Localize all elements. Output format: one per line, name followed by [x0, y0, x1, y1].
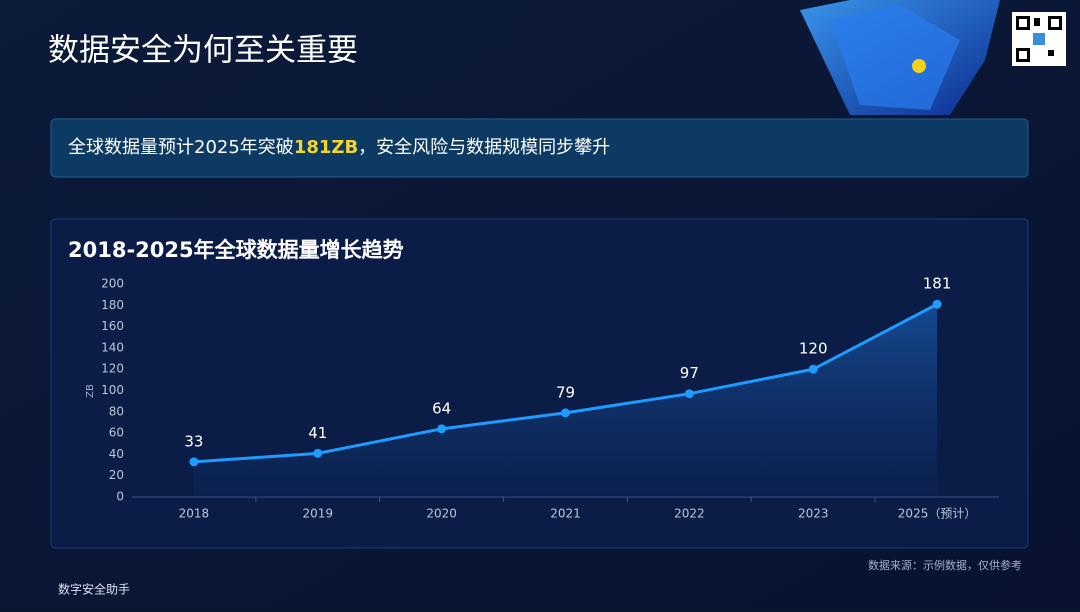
- banner-text: 全球数据量预计2025年突破181ZB，安全风险与数据规模同步攀升: [68, 137, 610, 158]
- point: [808, 364, 818, 374]
- data-label: 181: [923, 275, 952, 293]
- area: [193, 304, 938, 497]
- data-label: 79: [556, 383, 575, 401]
- qr-code: [1012, 12, 1066, 66]
- shield-graphic: [800, 0, 1000, 115]
- point: [437, 424, 447, 434]
- x-tick-label: 2023: [798, 507, 829, 521]
- point: [313, 448, 323, 458]
- point: [189, 457, 199, 467]
- y-tick-label: 40: [109, 447, 124, 461]
- banner-highlight: 181ZB: [294, 137, 358, 158]
- footer: 数字安全助手: [58, 582, 130, 597]
- x-tick-label: 2020: [426, 507, 457, 521]
- data-label: 41: [308, 424, 327, 442]
- x-tick-label: 2022: [674, 507, 705, 521]
- y-tick-label: 140: [101, 340, 124, 354]
- x-tick-label: 2021: [550, 507, 581, 521]
- x-tick-label: 2025（预计）: [898, 507, 977, 521]
- data-label: 33: [184, 432, 203, 450]
- y-tick-label: 160: [101, 319, 124, 333]
- y-tick-label: 100: [101, 383, 124, 397]
- banner-text-before: 全球数据量预计2025年突破: [68, 137, 294, 158]
- data-label: 64: [432, 399, 451, 417]
- source-note: 数据来源：示例数据，仅供参考: [868, 558, 1022, 572]
- banner: [50, 118, 1029, 178]
- y-tick-label: 0: [116, 490, 124, 504]
- point: [561, 408, 570, 418]
- y-tick-label: 80: [109, 404, 124, 418]
- chart-title: 2018-2025年全球数据量增长趋势: [68, 238, 404, 262]
- data-label: 120: [799, 340, 828, 358]
- y-tick-label: 120: [101, 362, 124, 376]
- x-tick-label: 2019: [303, 507, 334, 521]
- y-tick-label: 180: [101, 298, 124, 312]
- y-tick-label: 200: [101, 277, 124, 291]
- y-tick-label: 60: [109, 426, 124, 440]
- y-tick-label: 20: [109, 468, 124, 482]
- x-tick-label: 2018: [179, 507, 210, 521]
- point: [684, 389, 694, 399]
- y-axis-label: ZB: [85, 384, 96, 398]
- banner-text-after: ，安全风险与数据规模同步攀升: [358, 137, 610, 158]
- data-label: 97: [680, 364, 699, 382]
- point: [932, 299, 942, 309]
- slide-title: 数据安全为何至关重要: [48, 33, 358, 69]
